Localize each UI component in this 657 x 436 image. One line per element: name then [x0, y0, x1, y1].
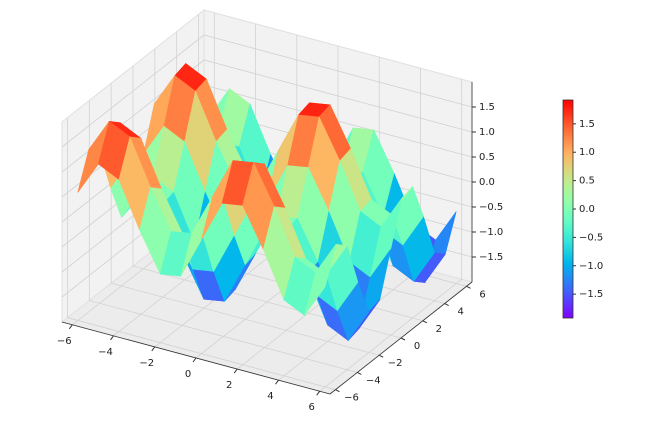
x-tick-label: 0	[185, 369, 191, 380]
y-tick	[400, 337, 406, 341]
colorbar-tick-label: −1.0	[579, 261, 603, 272]
x-tick	[233, 368, 238, 374]
y-tick	[335, 389, 340, 393]
x-tick	[68, 324, 73, 330]
grid-line	[61, 34, 473, 148]
y-tick-label: 6	[479, 289, 485, 300]
z-tick-label: −1.0	[479, 227, 503, 238]
y-axis	[329, 281, 473, 395]
z-tick-label: −1.5	[479, 252, 503, 263]
colorbar-tick-label: 1.5	[579, 119, 595, 130]
x-axis	[61, 321, 331, 395]
y-tick-label: −2	[388, 358, 403, 369]
y-tick	[378, 354, 384, 358]
y-tick-label: −4	[366, 375, 381, 386]
y-tick	[357, 372, 362, 375]
x-tick-label: 4	[267, 391, 273, 402]
colorbar-tick-label: 1.0	[579, 147, 595, 158]
colorbar-tick-label: −0.5	[579, 232, 603, 243]
x-tick-label: −4	[98, 347, 113, 358]
y-tick	[422, 320, 428, 324]
x-tick	[151, 346, 156, 352]
y-tick	[466, 285, 471, 289]
grid-line	[67, 117, 336, 391]
colorbar-tick-label: −1.5	[579, 289, 603, 300]
x-tick	[316, 390, 321, 396]
x-tick-label: 2	[226, 380, 232, 391]
colorbar-tick-label: 0.5	[579, 176, 595, 187]
z-tick-label: 1.5	[479, 102, 495, 113]
colorbar	[562, 99, 574, 319]
colorbar-tick-label: 0.0	[579, 204, 595, 215]
y-tick-label: 2	[436, 324, 442, 335]
grid-line	[319, 79, 463, 392]
x-tick-label: 6	[309, 402, 315, 413]
y-tick-label: −6	[344, 393, 359, 404]
x-tick	[275, 379, 279, 385]
surface-patch	[304, 244, 337, 316]
z-tick-label: 0.5	[479, 152, 495, 163]
z-tick-label: −0.5	[479, 202, 503, 213]
x-tick	[192, 357, 197, 363]
z-tick-label: 0.0	[479, 177, 495, 188]
x-tick	[110, 335, 114, 341]
x-tick-label: −2	[139, 358, 154, 369]
z-tick-label: 1.0	[479, 127, 495, 138]
y-tick	[444, 303, 449, 306]
y-tick-label: 0	[414, 341, 420, 352]
x-tick-label: −6	[57, 336, 72, 347]
y-tick-label: 4	[458, 307, 464, 318]
